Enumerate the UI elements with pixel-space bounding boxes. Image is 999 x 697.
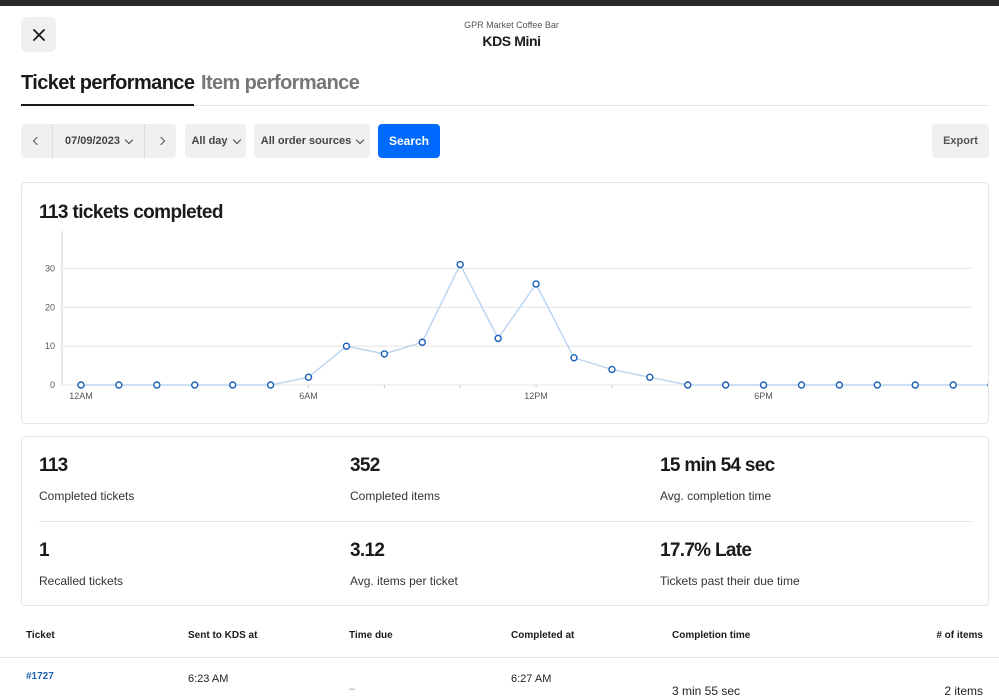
- column-header-sent[interactable]: Sent to KDS at: [188, 630, 258, 641]
- x-tick-label: 6PM: [754, 391, 773, 401]
- stat-value-recalled-tickets: 1: [39, 540, 50, 561]
- item-count: 2 items: [944, 684, 983, 697]
- order-sources-label: All order sources: [260, 135, 352, 147]
- tickets-chart-card: 113 tickets completed 0 10 20 30 12AM 6AM 12PM…: [21, 182, 989, 424]
- date-label: 07/09/2023: [64, 135, 121, 147]
- data-point: [608, 365, 616, 374]
- stat-label-completed-tickets: Completed tickets: [39, 489, 135, 503]
- chevron-down-icon: [355, 135, 365, 144]
- tab-item-performance[interactable]: Item performance: [201, 72, 360, 94]
- top-window-bar: [0, 0, 999, 6]
- data-point: [835, 381, 844, 389]
- chevron-down-icon: [232, 135, 241, 144]
- data-point: [759, 381, 768, 389]
- data-point: [266, 381, 275, 389]
- stat-label-completed-items: Completed items: [350, 489, 441, 503]
- divider: [52, 124, 53, 158]
- data-point: [115, 381, 123, 389]
- data-point: [228, 381, 237, 389]
- sent-time: 6:23 AM: [188, 673, 229, 685]
- data-point: [532, 280, 540, 288]
- y-tick-label: 30: [45, 263, 55, 273]
- data-point: [153, 381, 161, 389]
- data-point: [342, 342, 351, 350]
- data-point: [570, 354, 578, 362]
- data-point: [949, 381, 957, 389]
- y-tick-label: 10: [45, 341, 55, 351]
- tab-bar: Ticket performance Item performance: [21, 72, 989, 106]
- column-header-ticket[interactable]: Ticket: [26, 630, 55, 641]
- stat-label-late-tickets: Tickets past their due time: [660, 574, 800, 588]
- x-tick-label: 12PM: [524, 391, 548, 401]
- tab-ticket-performance[interactable]: Ticket performance: [21, 72, 195, 106]
- stat-value-completed-items: 352: [350, 455, 380, 476]
- y-tick-label: 0: [50, 380, 55, 390]
- stat-label-avg-items-per-ticket: Avg. items per ticket: [350, 574, 458, 588]
- stat-value-avg-items-per-ticket: 3.12: [350, 540, 385, 561]
- location-name: GPR Market Coffee Bar: [464, 20, 559, 30]
- tickets-line-chart: 0 10 20 30 12AM 6AM 12PM 6PM: [45, 231, 988, 401]
- stat-value-avg-completion-time: 15 min 54 sec: [660, 455, 775, 476]
- data-point: [494, 334, 502, 343]
- divider: [144, 124, 145, 158]
- data-point: [873, 381, 882, 389]
- x-tick-label: 6AM: [299, 391, 318, 401]
- column-header-time-due[interactable]: Time due: [349, 630, 393, 641]
- time-due: –: [349, 683, 356, 695]
- column-header-items[interactable]: # of items: [936, 630, 983, 641]
- data-point: [721, 381, 730, 389]
- stat-value-completed-tickets: 113: [39, 455, 68, 476]
- previous-date-button[interactable]: [21, 124, 52, 158]
- stat-label-avg-completion-time: Avg. completion time: [660, 489, 772, 503]
- column-header-completion-time[interactable]: Completion time: [672, 630, 751, 641]
- next-date-button[interactable]: [145, 124, 176, 158]
- data-point: [77, 381, 85, 389]
- stat-value-late-tickets: 17.7% Late: [660, 540, 752, 561]
- data-point: [456, 260, 464, 269]
- time-range-label: All day: [191, 135, 228, 147]
- data-point: [797, 381, 806, 389]
- completed-time: 6:27 AM: [511, 673, 552, 685]
- export-button[interactable]: Export: [932, 124, 989, 158]
- search-button[interactable]: Search: [378, 124, 440, 158]
- data-point: [380, 350, 389, 358]
- x-tick-label: 12AM: [69, 391, 93, 401]
- chevron-right-icon: [156, 136, 165, 146]
- column-header-completed-at[interactable]: Completed at: [511, 630, 575, 641]
- ticket-number-link[interactable]: #1727: [26, 671, 54, 682]
- y-tick-label: 20: [45, 302, 55, 312]
- order-sources-dropdown[interactable]: All order sources: [254, 124, 370, 158]
- table-header: Ticket Sent to KDS at Time due Completed…: [0, 618, 999, 658]
- chevron-left-icon: [32, 136, 41, 146]
- close-button[interactable]: [21, 17, 56, 52]
- divider: [39, 521, 972, 522]
- data-point: [911, 381, 919, 389]
- data-point: [304, 373, 313, 381]
- stats-card: 113 Completed tickets 352 Completed item…: [21, 436, 989, 606]
- stat-label-recalled-tickets: Recalled tickets: [39, 574, 124, 588]
- close-icon: [32, 28, 45, 41]
- page-title: KDS Mini: [482, 33, 541, 49]
- chevron-down-icon: [124, 135, 134, 144]
- date-picker[interactable]: 07/09/2023: [53, 124, 144, 158]
- data-point: [684, 381, 692, 389]
- data-point: [646, 373, 654, 381]
- time-range-dropdown[interactable]: All day: [185, 124, 246, 158]
- data-point: [191, 381, 199, 389]
- completion-duration: 3 min 55 sec: [672, 684, 741, 697]
- data-point: [418, 338, 426, 346]
- chart-title: 113 tickets completed: [39, 202, 223, 223]
